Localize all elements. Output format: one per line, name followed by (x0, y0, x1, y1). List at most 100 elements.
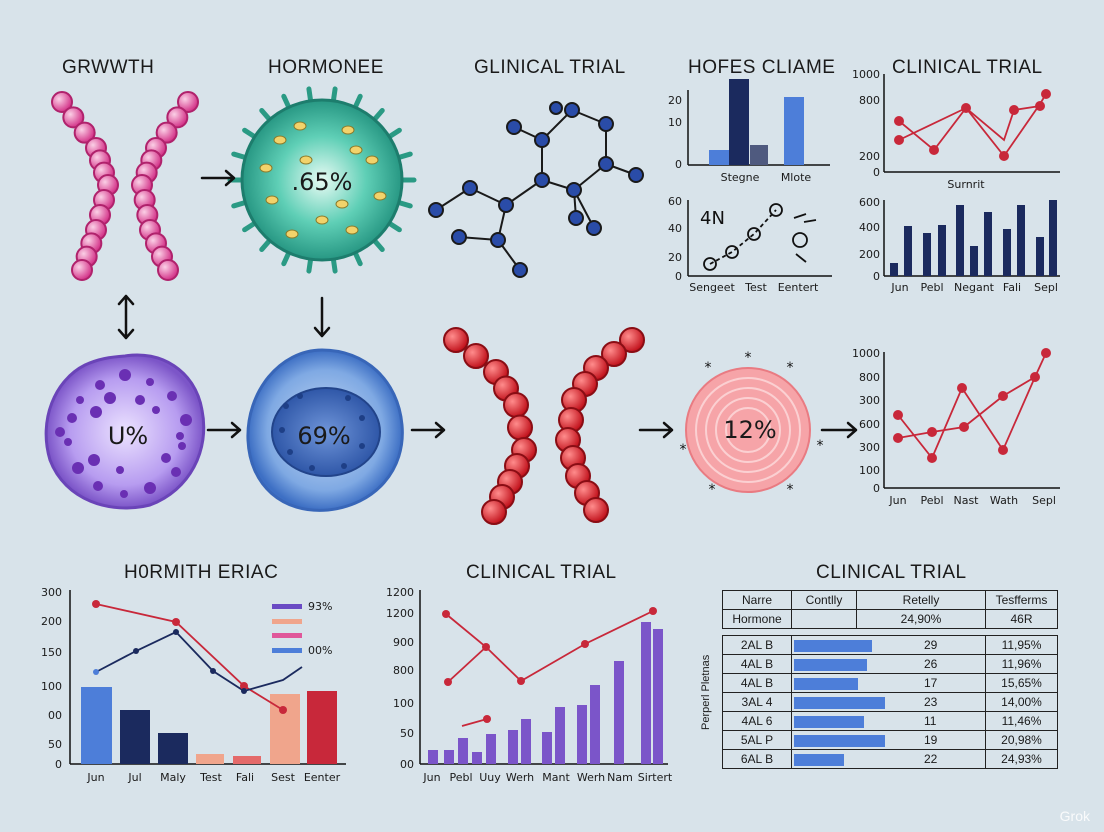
tick-label: 300 (859, 394, 880, 407)
point (894, 135, 904, 145)
table-header-cell: Narre (722, 590, 792, 610)
point (1041, 89, 1051, 99)
point (998, 445, 1008, 455)
tick-label: 0 (873, 166, 880, 179)
tick-label: 900 (393, 636, 414, 649)
tick-label: Werh (506, 771, 534, 784)
series-line (95, 603, 284, 711)
table-cell: 46R (985, 609, 1058, 629)
tick-label: Jul (127, 771, 141, 784)
tick-label: 60 (668, 195, 682, 208)
tick-label: 800 (393, 664, 414, 677)
series-line (897, 352, 1047, 460)
green-cell-percent: .65% (292, 168, 353, 196)
bar (956, 205, 964, 276)
table-cell: 3AL 4 (722, 692, 792, 712)
table-cell: 6AL B (722, 749, 792, 769)
point (517, 677, 525, 685)
table-value: 11 (924, 714, 937, 728)
bar (641, 622, 651, 764)
title-clinical-3: CLINICAL TRIAL (466, 562, 617, 583)
svg-text:*: * (817, 438, 824, 454)
table-cell: 26 (791, 654, 986, 674)
tick-label: 0 (675, 158, 682, 171)
table-cell: 15,65% (985, 673, 1058, 693)
table-value: 19 (924, 733, 938, 747)
tick-label: 1200 (386, 607, 414, 620)
table-row: 4AL B 17 15,65% (722, 673, 1058, 693)
bar (486, 734, 496, 764)
table-bar (794, 696, 885, 709)
table-cell: 11,95% (985, 635, 1058, 655)
bar (542, 732, 552, 764)
bar (458, 738, 468, 764)
table-value: 22 (924, 752, 938, 766)
table-cell: 20,98% (985, 730, 1058, 750)
table-row: 5AL P 19 20,98% (722, 730, 1058, 750)
legend-label: 00% (308, 644, 332, 657)
table-cell: 17 (791, 673, 986, 693)
bar (590, 685, 600, 764)
point (893, 433, 903, 443)
tick-label: 800 (859, 94, 880, 107)
tick-label: 300 (41, 586, 62, 599)
tick-label: 1000 (852, 347, 880, 360)
tick-label: Mlote (781, 171, 812, 184)
tick-label: Sengeet (689, 281, 735, 294)
pink-target-percent: 12% (723, 416, 776, 444)
arrow-icons (117, 169, 858, 439)
table-cell: 2AL B (722, 635, 792, 655)
bar (653, 629, 663, 764)
tick-label: Sest (271, 771, 295, 784)
point (92, 600, 100, 608)
tick-label: 150 (41, 646, 62, 659)
tick-label: Werh (577, 771, 605, 784)
point (482, 643, 490, 651)
tick-label: 40 (668, 222, 682, 235)
table-cell: 11,46% (985, 711, 1058, 731)
table-row: 3AL 4 23 14,00% (722, 692, 1058, 712)
table-cell: 29 (791, 635, 986, 655)
svg-text:*: * (787, 360, 794, 376)
bar (890, 263, 898, 276)
tick-label: 200 (859, 150, 880, 163)
bar (233, 756, 261, 764)
bar (555, 707, 565, 764)
bar (196, 754, 224, 764)
point (649, 607, 657, 615)
table-cell: 24,93% (985, 749, 1058, 769)
tick-label: 200 (41, 615, 62, 628)
tick-label: Negant (954, 281, 995, 294)
chart-label-4n: 4N (700, 208, 725, 229)
molecule-icon (428, 101, 644, 278)
tick-label: Eentert (778, 281, 819, 294)
tick-label: 1000 (852, 68, 880, 81)
bar (158, 733, 188, 764)
bar (472, 752, 482, 764)
tick-label: 800 (859, 371, 880, 384)
tick-label: 400 (859, 221, 880, 234)
series-line (461, 718, 488, 727)
title-clinical-1: GLINICAL TRIAL (474, 57, 626, 78)
tick-label: 300 (859, 441, 880, 454)
point (240, 682, 248, 690)
title-clinical-2: CLINICAL TRIAL (892, 57, 1043, 78)
table-cell: 23 (791, 692, 986, 712)
bar (577, 705, 587, 764)
tick-label: Sepl (1034, 281, 1058, 294)
series-line (898, 105, 1041, 142)
purple-cell-icon: U% (44, 353, 206, 510)
tick-label: Nam (607, 771, 633, 784)
table-cell: 22 (791, 749, 986, 769)
point (927, 453, 937, 463)
table-header-cell: Contlly (791, 590, 857, 610)
tick-label: 0 (675, 270, 682, 283)
tick-label: Test (744, 281, 767, 294)
point (769, 203, 783, 217)
table-bar (794, 715, 864, 728)
point (999, 151, 1009, 161)
tick-label: 00 (400, 758, 414, 771)
tick-label: Sirtert (638, 771, 673, 784)
point (792, 232, 808, 248)
